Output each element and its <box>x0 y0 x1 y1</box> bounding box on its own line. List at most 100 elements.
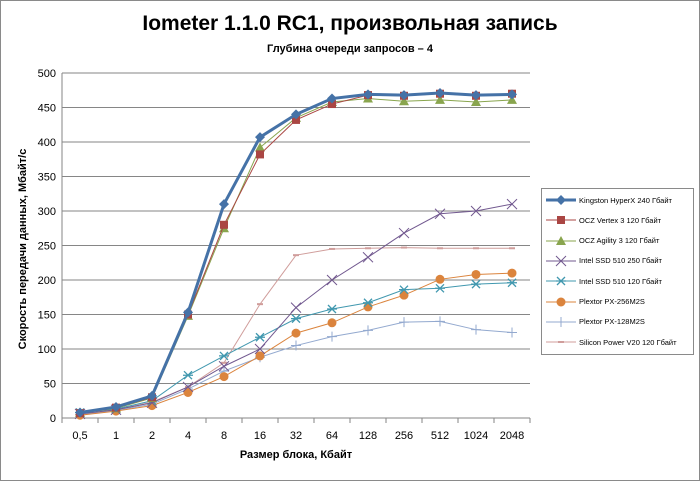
data-point <box>327 304 337 314</box>
legend-swatch <box>546 276 576 286</box>
data-point <box>255 351 265 361</box>
data-point <box>399 290 409 300</box>
data-point <box>290 302 302 313</box>
x-tick-label: 0,5 <box>72 430 87 442</box>
legend-swatch <box>546 341 576 344</box>
x-tick-label: 2 <box>149 430 155 442</box>
y-tick-label: 50 <box>44 379 56 391</box>
data-point <box>556 297 566 306</box>
series-0 <box>75 88 517 418</box>
data-point <box>556 195 566 205</box>
chart-title: Iometer 1.1.0 RC1, произвольная запись <box>142 12 558 35</box>
legend-swatch <box>546 216 576 225</box>
data-point <box>327 93 337 104</box>
data-point <box>183 387 193 397</box>
data-point <box>471 96 481 106</box>
data-point <box>399 90 409 101</box>
data-point <box>435 88 445 99</box>
data-point <box>363 89 373 100</box>
data-point <box>471 279 481 289</box>
data-point <box>220 220 228 229</box>
data-point <box>399 317 409 328</box>
data-point <box>255 142 265 152</box>
data-point <box>471 324 481 335</box>
data-point <box>218 360 230 372</box>
series-line <box>79 203 513 415</box>
data-point <box>254 343 266 355</box>
legend-label: OCZ Vertex 3 120 Гбайт <box>579 215 662 225</box>
x-tick-label: 32 <box>290 430 302 442</box>
data-point <box>255 332 265 342</box>
legend-item: Kingston HyperX 240 Гбайт <box>546 194 672 206</box>
data-point <box>555 255 567 267</box>
legend-label: Intel SSD 510 120 Гбайт <box>579 276 662 286</box>
data-point <box>256 150 264 159</box>
data-point <box>219 199 229 210</box>
data-point <box>471 269 481 279</box>
x-tick-label: 1024 <box>464 430 488 442</box>
data-point <box>328 100 336 109</box>
data-point <box>291 109 301 120</box>
y-tick-label: 400 <box>38 137 56 149</box>
data-point <box>291 340 301 351</box>
legend-swatch <box>546 195 576 205</box>
series-3 <box>74 198 518 420</box>
data-point <box>291 314 301 324</box>
series-1 <box>76 89 516 418</box>
y-tick-label: 200 <box>38 275 56 287</box>
legend-label: Silicon Power V20 120 Гбайт <box>579 337 677 347</box>
legend-swatch <box>546 316 576 327</box>
data-point <box>75 407 85 418</box>
x-tick-label: 16 <box>254 430 266 442</box>
data-point <box>435 94 445 104</box>
data-point <box>363 325 373 336</box>
x-tick-label: 1 <box>113 430 119 442</box>
data-point <box>327 318 337 328</box>
legend: Kingston HyperX 240 Гбайт OCZ Vertex 3 12… <box>541 188 694 355</box>
data-point <box>471 90 481 101</box>
legend-swatch <box>546 235 576 245</box>
data-point <box>219 351 229 361</box>
legend-label: Plextor PX-128M2S <box>579 317 645 327</box>
data-point <box>291 328 301 338</box>
legend-item: Plextor PX-256M2S <box>546 296 645 308</box>
legend-item: Plextor PX-128M2S <box>546 316 645 328</box>
legend-swatch <box>546 297 576 306</box>
data-point <box>506 198 518 210</box>
legend-label: OCZ Agility 3 120 Гбайт <box>579 236 660 246</box>
x-tick-label: 256 <box>395 430 413 442</box>
legend-label: Plextor PX-256M2S <box>579 297 645 306</box>
data-point <box>362 251 374 263</box>
data-point <box>557 216 565 225</box>
data-point <box>435 283 445 293</box>
y-tick-label: 0 <box>50 413 56 425</box>
series-line <box>79 91 513 414</box>
data-point <box>507 278 517 288</box>
y-tick-label: 100 <box>38 344 56 356</box>
legend-item: Silicon Power V20 120 Гбайт <box>546 336 677 348</box>
data-point <box>111 401 121 412</box>
data-point <box>183 370 193 380</box>
data-point <box>399 285 409 295</box>
y-tick-label: 250 <box>38 241 56 253</box>
x-tick-label: 8 <box>221 430 227 442</box>
data-point <box>556 276 566 286</box>
x-tick-label: 4 <box>185 430 191 442</box>
data-point <box>434 208 446 220</box>
data-point <box>470 205 482 217</box>
data-point <box>435 274 445 284</box>
data-point <box>363 298 373 308</box>
y-tick-label: 300 <box>38 206 56 218</box>
x-tick-label: 512 <box>431 430 449 442</box>
legend-item: OCZ Agility 3 120 Гбайт <box>546 235 659 247</box>
x-tick-label: 64 <box>326 430 338 442</box>
data-point <box>399 96 409 106</box>
y-tick-label: 350 <box>38 172 56 184</box>
data-point <box>507 327 517 338</box>
x-tick-label: 128 <box>359 430 377 442</box>
data-point <box>182 381 194 393</box>
data-point <box>219 372 229 382</box>
data-point <box>255 132 265 143</box>
data-point <box>147 390 157 401</box>
data-point <box>507 94 517 104</box>
